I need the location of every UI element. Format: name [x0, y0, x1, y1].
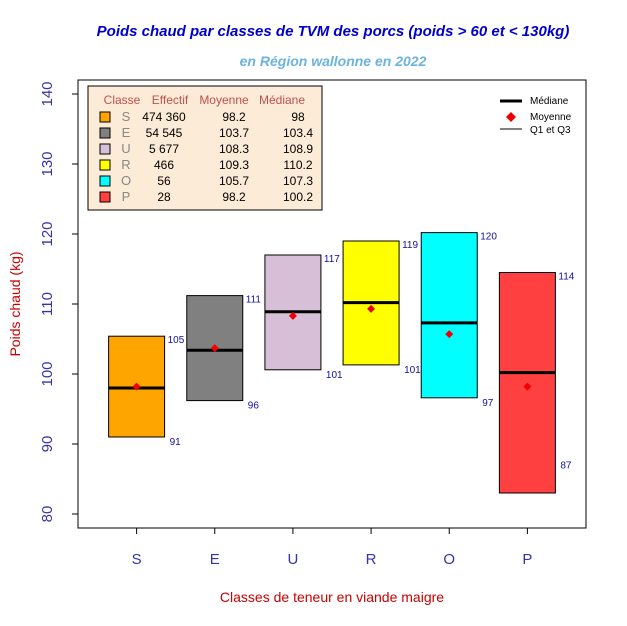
table-cell-effectif: 28	[157, 190, 171, 204]
legend-mean-swatch	[506, 112, 516, 122]
table-cell-effectif: 5 677	[149, 142, 179, 156]
table-cell-mediane: 108.9	[283, 142, 313, 156]
mean-marker-P	[523, 382, 532, 391]
table-cell-moyenne: 109.3	[219, 158, 249, 172]
table-cell-effectif: 54 545	[146, 126, 183, 140]
table-cell-classe: R	[121, 157, 130, 172]
q1-label-P: 87	[560, 461, 572, 472]
table-cell-mediane: 100.2	[283, 190, 313, 204]
q3-label-S: 105	[168, 335, 185, 346]
x-tick-label: O	[443, 551, 455, 568]
y-tick-label: 130	[39, 151, 56, 176]
x-tick-label: R	[366, 551, 377, 568]
chart-subtitle: en Région wallonne en 2022	[240, 53, 427, 69]
table-cell-moyenne: 98.2	[222, 190, 246, 204]
table-cell-moyenne: 103.7	[219, 126, 249, 140]
table-swatch-E	[99, 127, 111, 139]
table-cell-classe: E	[122, 125, 131, 140]
table-cell-classe: S	[122, 109, 131, 124]
q3-label-P: 114	[558, 272, 574, 283]
table-cell-classe: P	[122, 189, 131, 204]
legend-mean-label: Moyenne	[530, 112, 572, 123]
table-swatch-R	[99, 159, 111, 171]
table-cell-effectif: 474 360	[142, 110, 186, 124]
table-cell-mediane: 110.2	[283, 158, 312, 172]
table-swatch-S	[99, 111, 111, 123]
q3-label-R: 119	[402, 240, 418, 251]
table-header: Classe	[104, 93, 141, 107]
table-header: Médiane	[259, 93, 305, 107]
summary-table: Classe Effectif Moyenne Médiane S 474 360 98.2…	[87, 85, 323, 211]
table-cell-classe: O	[121, 173, 131, 188]
table-swatch-P	[99, 191, 111, 203]
table-cell-classe: U	[121, 141, 130, 156]
q1-label-E: 96	[248, 401, 260, 412]
x-tick-label: E	[210, 551, 220, 568]
x-tick-label: U	[288, 551, 299, 568]
table-cell-effectif: 466	[154, 158, 174, 172]
chart-title: Poids chaud par classes de TVM des porcs…	[97, 23, 570, 40]
y-tick-label: 100	[39, 361, 56, 386]
q1-label-R: 101	[404, 365, 421, 376]
q1-label-O: 97	[482, 398, 494, 409]
q3-label-O: 120	[480, 232, 497, 243]
table-cell-mediane: 107.3	[283, 174, 313, 188]
q1-label-U: 101	[326, 370, 343, 381]
y-tick-label: 90	[39, 436, 56, 453]
x-tick-label: P	[522, 551, 532, 568]
q1-label-S: 91	[170, 437, 182, 448]
x-axis-label: Classes de teneur en viande maigre	[220, 589, 444, 605]
mean-marker-O	[445, 330, 454, 339]
table-swatch-O	[99, 175, 111, 187]
y-tick-label: 80	[39, 506, 56, 523]
table-header: Moyenne	[199, 93, 249, 107]
table-cell-moyenne: 98.2	[222, 110, 246, 124]
y-tick-label: 120	[39, 221, 56, 246]
table-swatch-U	[99, 143, 111, 155]
mean-marker-U	[288, 311, 297, 320]
summary-table-bg	[87, 85, 323, 211]
legend-median-label: Médiane	[530, 96, 569, 107]
table-header: Effectif	[152, 93, 189, 107]
y-tick-label: 140	[39, 81, 56, 106]
table-cell-mediane: 103.4	[283, 126, 313, 140]
box-O	[420, 232, 478, 399]
mean-marker-E	[210, 344, 219, 353]
y-axis-label: Poids chaud (kg)	[7, 251, 23, 356]
q3-label-U: 117	[324, 254, 340, 265]
mean-marker-S	[132, 382, 141, 391]
table-cell-mediane: 98	[291, 110, 305, 124]
x-tick-label: S	[132, 551, 142, 568]
table-cell-moyenne: 108.3	[219, 142, 249, 156]
y-tick-label: 110	[39, 292, 56, 316]
table-cell-effectif: 56	[157, 174, 171, 188]
table-cell-moyenne: 105.7	[219, 174, 249, 188]
legend-q-label: Q1 et Q3	[530, 125, 571, 136]
legend: Médiane Moyenne Q1 et Q3	[500, 96, 572, 136]
q3-label-E: 111	[246, 295, 262, 306]
mean-marker-R	[367, 304, 376, 313]
